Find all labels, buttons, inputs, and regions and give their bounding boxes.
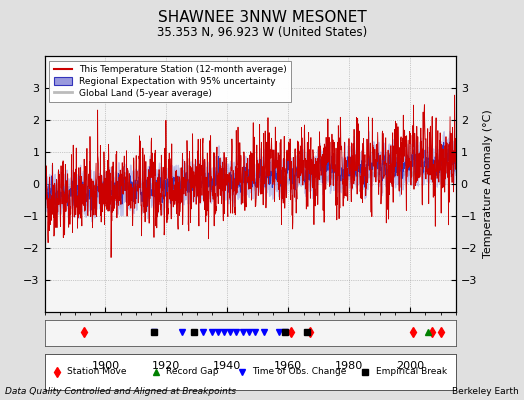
Text: 35.353 N, 96.923 W (United States): 35.353 N, 96.923 W (United States) bbox=[157, 26, 367, 39]
Text: Data Quality Controlled and Aligned at Breakpoints: Data Quality Controlled and Aligned at B… bbox=[5, 387, 236, 396]
Y-axis label: Temperature Anomaly (°C): Temperature Anomaly (°C) bbox=[483, 110, 493, 258]
Text: SHAWNEE 3NNW MESONET: SHAWNEE 3NNW MESONET bbox=[158, 10, 366, 25]
Text: 1960: 1960 bbox=[274, 361, 302, 371]
Text: 1980: 1980 bbox=[335, 361, 363, 371]
Text: Time of Obs. Change: Time of Obs. Change bbox=[252, 368, 347, 376]
Legend: This Temperature Station (12-month average), Regional Expectation with 95% uncer: This Temperature Station (12-month avera… bbox=[49, 60, 291, 102]
Text: 1900: 1900 bbox=[91, 361, 119, 371]
Text: 2000: 2000 bbox=[396, 361, 424, 371]
Text: 1940: 1940 bbox=[213, 361, 242, 371]
Text: 1920: 1920 bbox=[152, 361, 181, 371]
Text: Record Gap: Record Gap bbox=[166, 368, 219, 376]
Text: Empirical Break: Empirical Break bbox=[376, 368, 447, 376]
Text: Station Move: Station Move bbox=[67, 368, 127, 376]
Text: Berkeley Earth: Berkeley Earth bbox=[452, 387, 519, 396]
